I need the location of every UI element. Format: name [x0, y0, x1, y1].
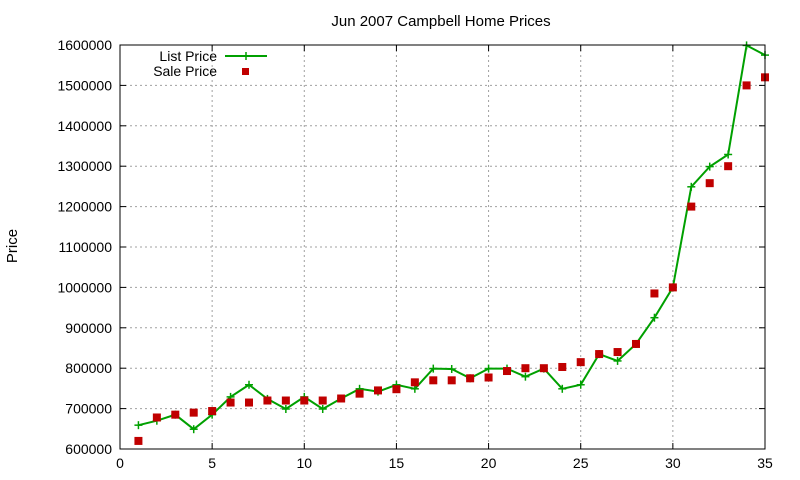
legend-marker-list-price [242, 52, 250, 60]
sale-price-point [392, 385, 401, 394]
x-tick-label: 30 [665, 455, 681, 471]
sale-price-point [668, 283, 677, 292]
sale-price-point [705, 179, 714, 188]
sale-price-point [576, 358, 585, 367]
sale-price-point [632, 339, 640, 348]
legend-label-list-price: List Price [159, 48, 217, 64]
axis-ticks: 0 5 10 15 20 25 30 35 600000 700000 800000 900000 10… [57, 37, 773, 471]
sale-price-point [724, 162, 733, 171]
y-tick-label: 600000 [65, 441, 112, 457]
sale-price-point [355, 389, 364, 398]
sale-price-point [595, 350, 604, 359]
list-price-point [650, 313, 659, 322]
sale-price-point [410, 378, 419, 387]
sale-price-point [245, 398, 253, 407]
y-tick-label: 1200000 [57, 199, 112, 215]
sale-price-point [503, 367, 511, 376]
sale-price-point [521, 364, 530, 373]
y-tick-label: 1000000 [57, 279, 112, 295]
sale-price-point [484, 373, 493, 382]
sale-price-point [374, 386, 382, 395]
sale-price-point [539, 364, 548, 373]
list-price-point [724, 150, 733, 159]
list-price-point [134, 421, 143, 430]
list-price-point [484, 364, 493, 373]
sale-price-point [226, 398, 235, 407]
y-axis-label: Price [4, 229, 21, 263]
sale-price-point [300, 396, 309, 405]
x-tick-label: 35 [757, 455, 773, 471]
sale-price-point [447, 376, 456, 385]
legend-label-sale-price: Sale Price [153, 63, 217, 79]
legend: List Price Sale Price [153, 48, 267, 79]
sale-price-point [687, 202, 696, 211]
list-price-point [429, 364, 438, 373]
sale-price-point [650, 289, 659, 298]
y-tick-label: 1600000 [57, 37, 112, 53]
sale-price-point [742, 81, 751, 90]
sale-price-point [318, 396, 327, 405]
list-price-point [189, 425, 198, 434]
list-price-point [687, 182, 696, 191]
y-tick-label: 1400000 [57, 118, 112, 134]
legend-marker-sale-price [242, 68, 249, 75]
chart-title: Jun 2007 Campbell Home Prices [331, 13, 550, 30]
sale-price-point [134, 436, 143, 445]
sale-price-point [613, 348, 622, 357]
x-tick-label: 0 [116, 455, 124, 471]
sale-price-point [429, 376, 438, 385]
data-series [134, 41, 769, 445]
y-tick-label: 900000 [65, 320, 112, 336]
sale-price-point [263, 396, 272, 405]
list-price-point [613, 356, 622, 365]
list-price-point [318, 405, 327, 414]
sale-price-point [171, 410, 180, 419]
plot-frame [119, 44, 766, 450]
sale-price-point [558, 362, 567, 371]
x-tick-label: 10 [296, 455, 312, 471]
list-price-point [281, 405, 290, 414]
y-tick-label: 1300000 [57, 158, 112, 174]
sale-price-point [337, 394, 346, 403]
x-tick-label: 15 [389, 455, 405, 471]
sale-price-point [208, 407, 217, 416]
list-price-point [447, 365, 456, 374]
y-tick-label: 800000 [65, 360, 112, 376]
list-price-point [521, 372, 530, 381]
list-price-point [558, 384, 567, 393]
sale-price-point [466, 374, 475, 383]
sale-price-point [189, 408, 198, 417]
x-tick-label: 20 [481, 455, 497, 471]
grid-lines [120, 45, 765, 449]
x-tick-label: 25 [573, 455, 589, 471]
y-tick-label: 1500000 [57, 77, 112, 93]
list-price-point [705, 162, 714, 171]
sale-price-point [281, 396, 290, 405]
y-tick-label: 700000 [65, 401, 112, 417]
list-price-point [245, 380, 253, 389]
y-tick-label: 1100000 [59, 239, 113, 255]
x-tick-label: 5 [208, 455, 216, 471]
sale-price-point [152, 413, 161, 422]
list-price-point [576, 380, 585, 389]
